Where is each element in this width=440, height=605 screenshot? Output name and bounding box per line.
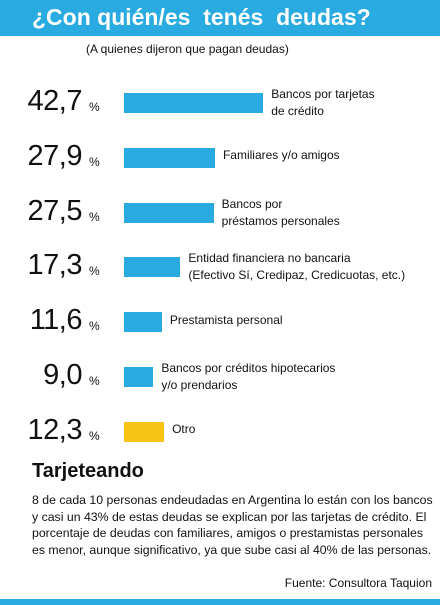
bottom-bar [0,599,440,605]
source: Fuente: Consultora Taquion [284,576,432,590]
value-label: 17,3 [27,249,83,282]
unit-label: % [89,154,100,169]
category-label: Entidad financiera no bancaria (Efectivo… [188,251,406,283]
unit-label: % [89,374,100,388]
bar [124,312,162,333]
unit-label: % [89,319,100,334]
value-label: 27,9 [27,139,83,172]
value-label: 9,0 [43,359,82,391]
bar [124,421,165,442]
chart-title: ¿Con quién/es tenés deudas? [32,4,371,30]
bar [124,202,214,223]
bar [124,147,215,168]
title-bar [0,0,440,36]
bar [124,257,181,278]
value-label: 42,7 [27,85,83,117]
bar [124,93,264,113]
category-label: Bancos por préstamos personales [221,196,340,228]
unit-label: % [89,428,100,443]
unit-label: % [89,100,100,114]
article-body: 8 de cada 10 personas endeudadas en Arge… [32,493,433,557]
value-label: 12,3 [27,413,83,446]
category-label: Bancos por créditos hipotecarios y/o pre… [161,361,336,392]
unit-label: % [89,209,100,224]
bar [124,367,154,387]
article-heading: Tarjeteando [32,460,144,482]
category-label: Otro [172,422,196,437]
category-label: Familiares y/o amigos [222,148,340,163]
value-label: 11,6 [29,304,83,337]
value-label: 27,5 [27,194,83,227]
category-label: Bancos por tarjetas de crédito [271,87,375,118]
category-label: Prestamista personal [169,312,283,327]
chart-subtitle: (A quienes dijeron que pagan deudas) [86,42,289,56]
unit-label: % [89,264,100,279]
